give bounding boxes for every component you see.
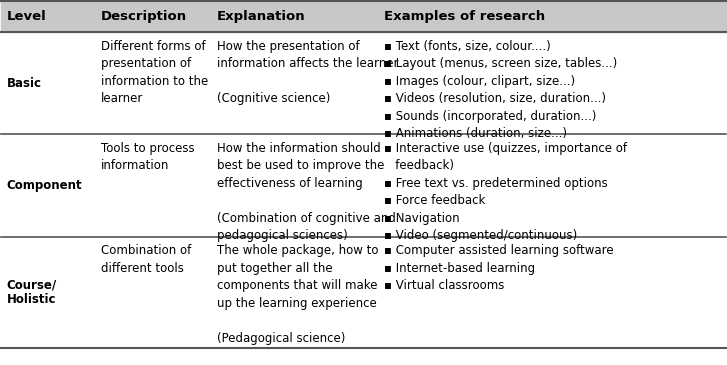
Text: Tools to process
information: Tools to process information: [101, 142, 194, 172]
Text: Explanation: Explanation: [217, 10, 305, 23]
Text: Course/
Holistic: Course/ Holistic: [7, 278, 57, 306]
Bar: [1, 1, 726, 32]
Text: Basic: Basic: [7, 77, 41, 89]
Text: ▪ Text (fonts, size, colour....)
▪ Layout (menus, screen size, tables...)
▪ Imag: ▪ Text (fonts, size, colour....) ▪ Layou…: [384, 39, 617, 140]
Text: The whole package, how to
put together all the
components that will make
up the : The whole package, how to put together a…: [217, 244, 379, 345]
Text: Description: Description: [101, 10, 187, 23]
Text: Combination of
different tools: Combination of different tools: [101, 244, 191, 275]
Text: Different forms of
presentation of
information to the
learner: Different forms of presentation of infor…: [101, 39, 208, 105]
Text: Examples of research: Examples of research: [384, 10, 545, 23]
Text: How the presentation of
information affects the learner

(Cognitive science): How the presentation of information affe…: [217, 39, 398, 105]
Text: Level: Level: [7, 10, 47, 23]
Text: ▪ Computer assisted learning software
▪ Internet-based learning
▪ Virtual classr: ▪ Computer assisted learning software ▪ …: [384, 244, 614, 292]
Text: Component: Component: [7, 179, 82, 192]
Text: ▪ Interactive use (quizzes, importance of
   feedback)
▪ Free text vs. predeterm: ▪ Interactive use (quizzes, importance o…: [384, 142, 627, 242]
Text: How the information should
best be used to improve the
effectiveness of learning: How the information should best be used …: [217, 142, 395, 242]
